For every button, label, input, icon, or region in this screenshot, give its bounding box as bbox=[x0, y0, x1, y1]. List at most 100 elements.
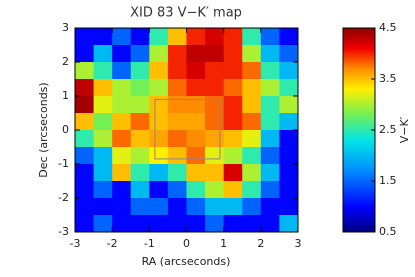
heatmap-cell bbox=[93, 130, 113, 148]
heatmap-cell bbox=[260, 113, 280, 131]
heatmap-cell bbox=[260, 181, 280, 199]
heatmap-cell bbox=[112, 130, 132, 148]
heatmap-cell bbox=[112, 113, 132, 131]
heatmap-cell bbox=[167, 96, 187, 114]
heatmap-cell bbox=[279, 164, 299, 182]
heatmap-cell bbox=[279, 147, 299, 165]
region-box bbox=[154, 98, 221, 160]
heatmap-cell bbox=[186, 45, 206, 63]
heatmap-cell bbox=[223, 62, 243, 80]
heatmap-cell bbox=[205, 215, 225, 233]
heatmap-cell bbox=[93, 62, 113, 80]
heatmap-cell bbox=[186, 181, 206, 199]
heatmap-cell bbox=[186, 79, 206, 97]
heatmap-cell bbox=[260, 28, 280, 46]
y-tick-label: 3 bbox=[62, 21, 69, 34]
colorbar-tick-label: 0.5 bbox=[379, 225, 397, 238]
chart-title: XID 83 V−K′ map bbox=[130, 6, 242, 21]
heatmap-cell bbox=[242, 130, 262, 148]
heatmap-cell bbox=[279, 96, 299, 114]
heatmap-cell bbox=[223, 215, 243, 233]
heatmap-cell bbox=[223, 28, 243, 46]
heatmap-cell bbox=[279, 181, 299, 199]
heatmap-cell bbox=[260, 79, 280, 97]
heatmap-cell bbox=[242, 62, 262, 80]
heatmap-cell bbox=[130, 147, 150, 165]
heatmap-cell bbox=[130, 62, 150, 80]
heatmap-cell bbox=[93, 113, 113, 131]
heatmap-cell bbox=[260, 130, 280, 148]
x-tick-label: 2 bbox=[257, 237, 264, 250]
heatmap-cell bbox=[242, 28, 262, 46]
heatmap-cell bbox=[130, 113, 150, 131]
colorbar-tick-label: 3.5 bbox=[379, 72, 397, 85]
heatmap-cell bbox=[93, 28, 113, 46]
heatmap-cell bbox=[223, 130, 243, 148]
heatmap-cell bbox=[279, 45, 299, 63]
heatmap-cell bbox=[149, 181, 169, 199]
heatmap-cell bbox=[149, 113, 169, 131]
heatmap-cell bbox=[167, 147, 187, 165]
heatmap-cell bbox=[242, 113, 262, 131]
heatmap-cell bbox=[130, 181, 150, 199]
heatmap-cell bbox=[93, 181, 113, 199]
heatmap-cell bbox=[149, 164, 169, 182]
colorbar-tick-label: 2.5 bbox=[379, 123, 397, 136]
heatmap-cell bbox=[130, 79, 150, 97]
heatmap-cell bbox=[112, 181, 132, 199]
heatmap-cell bbox=[93, 215, 113, 233]
heatmap-cell bbox=[130, 45, 150, 63]
heatmap-cell bbox=[93, 79, 113, 97]
heatmap-cell bbox=[205, 147, 225, 165]
heatmap-cell bbox=[279, 130, 299, 148]
heatmap-cell bbox=[75, 215, 95, 233]
heatmap-cell bbox=[260, 147, 280, 165]
heatmap-cell bbox=[242, 147, 262, 165]
heatmap-cell bbox=[112, 79, 132, 97]
heatmap-cell bbox=[112, 164, 132, 182]
heatmap-cell bbox=[93, 96, 113, 114]
y-axis-label: Dec (arcseconds) bbox=[37, 82, 50, 177]
heatmap-cell bbox=[186, 96, 206, 114]
colorbar-label: V−K′ bbox=[398, 116, 411, 143]
heatmap-cell bbox=[242, 96, 262, 114]
heatmap-cell bbox=[167, 113, 187, 131]
heatmap-cell bbox=[205, 130, 225, 148]
heatmap-cell bbox=[75, 130, 95, 148]
heatmap-cell bbox=[242, 198, 262, 216]
heatmap-cell bbox=[167, 130, 187, 148]
y-tick-label: -1 bbox=[58, 157, 69, 170]
heatmap-cell bbox=[205, 164, 225, 182]
heatmap-cell bbox=[279, 62, 299, 80]
heatmap-cell bbox=[205, 62, 225, 80]
x-tick-label: -1 bbox=[144, 237, 155, 250]
heatmap-cell bbox=[167, 62, 187, 80]
heatmap-cell bbox=[205, 181, 225, 199]
heatmap-cell bbox=[186, 198, 206, 216]
heatmap-cell bbox=[260, 62, 280, 80]
heatmap-cell bbox=[186, 113, 206, 131]
heatmap-cell bbox=[223, 113, 243, 131]
x-tick-label: 0 bbox=[183, 237, 190, 250]
heatmap-cell bbox=[223, 79, 243, 97]
heatmap-cell bbox=[75, 28, 95, 46]
heatmap-cell bbox=[75, 181, 95, 199]
heatmap-cell bbox=[205, 45, 225, 63]
heatmap-cell bbox=[112, 45, 132, 63]
heatmap-cell bbox=[93, 45, 113, 63]
heatmap-cell bbox=[75, 198, 95, 216]
heatmap-cell bbox=[186, 28, 206, 46]
heatmap-cell bbox=[130, 96, 150, 114]
heatmap-cell bbox=[167, 79, 187, 97]
heatmap-cell bbox=[260, 215, 280, 233]
heatmap-cell bbox=[75, 45, 95, 63]
heatmap-cell bbox=[75, 79, 95, 97]
y-tick-label: 2 bbox=[62, 55, 69, 68]
heatmap-cell bbox=[242, 79, 262, 97]
heatmap-cell bbox=[186, 130, 206, 148]
heatmap-cell bbox=[149, 45, 169, 63]
heatmap-cell bbox=[112, 62, 132, 80]
heatmap-cell bbox=[112, 147, 132, 165]
heatmap-cell bbox=[75, 164, 95, 182]
